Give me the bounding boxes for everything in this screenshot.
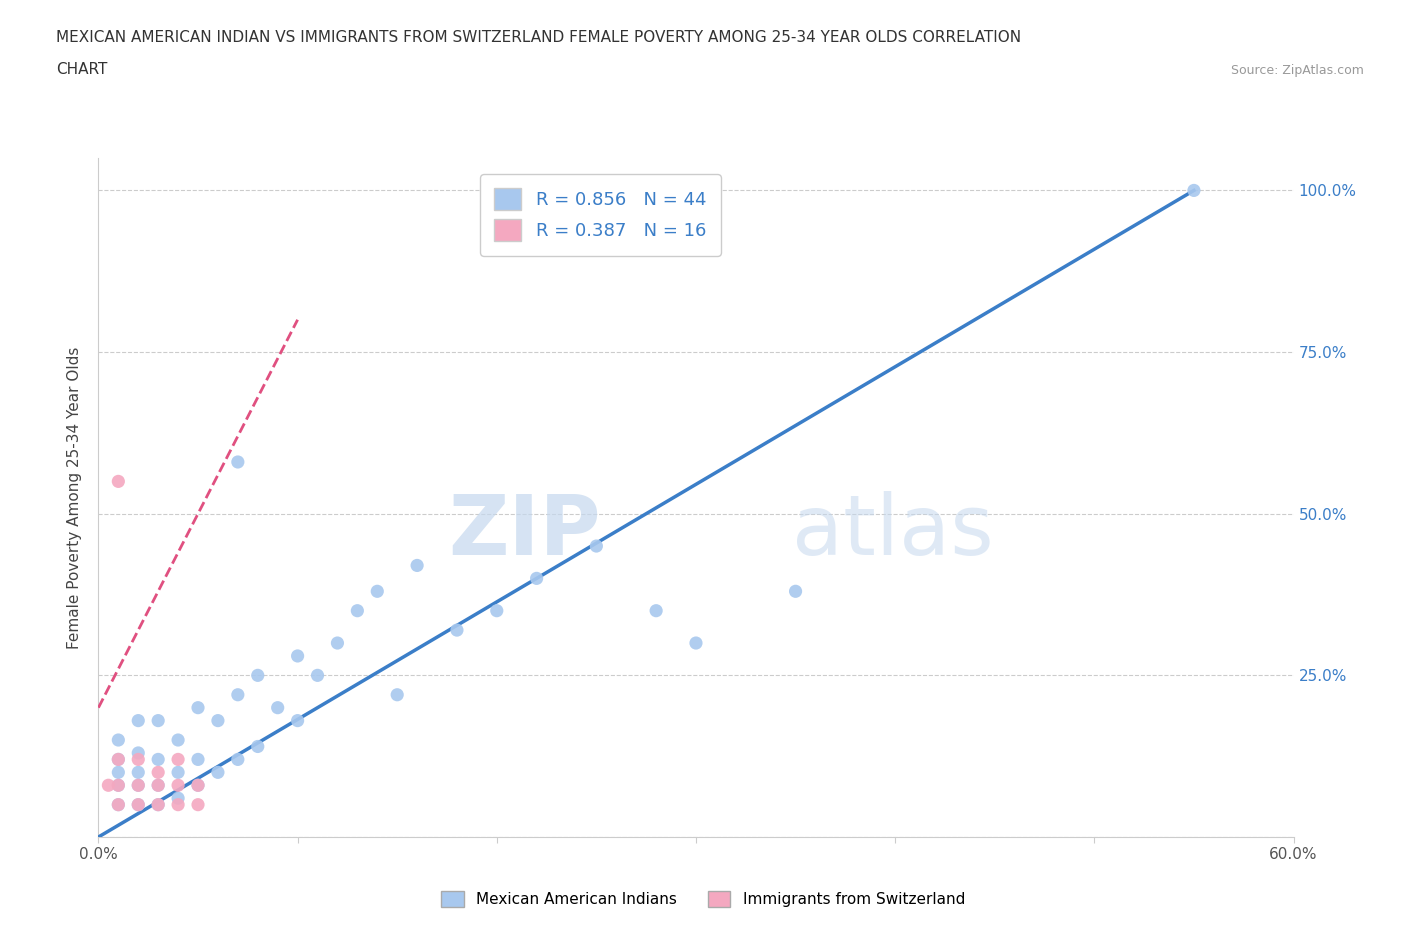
Point [167,777,190,792]
Y-axis label: Female Poverty Among 25-34 Year Olds: Female Poverty Among 25-34 Year Olds [67,346,83,649]
Point [585,538,607,553]
Point [127,797,149,812]
Point [307,668,329,683]
Point [187,797,209,812]
Point [107,474,129,489]
Point [226,455,249,470]
Legend: R = 0.856   N = 44, R = 0.387   N = 16: R = 0.856 N = 44, R = 0.387 N = 16 [479,174,721,256]
Point [287,648,309,663]
Point [485,604,508,618]
Point [148,777,170,792]
Point [685,635,707,650]
Point [287,713,309,728]
Point [326,635,349,650]
Point [107,777,129,792]
Point [645,604,668,618]
Point [346,604,368,618]
Point [246,668,269,683]
Point [107,797,129,812]
Point [107,752,129,767]
Point [167,733,190,748]
Point [107,733,129,748]
Point [267,700,290,715]
Point [107,752,129,767]
Point [148,797,170,812]
Point [207,713,229,728]
Point [127,777,149,792]
Point [167,790,190,805]
Point [148,797,170,812]
Text: MEXICAN AMERICAN INDIAN VS IMMIGRANTS FROM SWITZERLAND FEMALE POVERTY AMONG 25-3: MEXICAN AMERICAN INDIAN VS IMMIGRANTS FR… [56,30,1021,45]
Point [127,797,149,812]
Point [127,746,149,761]
Point [187,752,209,767]
Point [148,713,170,728]
Point [446,623,468,638]
Point [107,797,129,812]
Point [148,777,170,792]
Point [97,777,120,792]
Point [226,687,249,702]
Point [385,687,409,702]
Point [226,752,249,767]
Point [148,764,170,779]
Point [127,764,149,779]
Point [148,752,170,767]
Point [366,584,388,599]
Text: atlas: atlas [792,491,993,572]
Point [406,558,429,573]
Point [526,571,548,586]
Legend: Mexican American Indians, Immigrants from Switzerland: Mexican American Indians, Immigrants fro… [434,884,972,913]
Point [187,777,209,792]
Point [167,797,190,812]
Point [187,700,209,715]
Point [1182,183,1205,198]
Point [207,764,229,779]
Text: CHART: CHART [56,62,108,77]
Point [246,739,269,754]
Point [107,764,129,779]
Text: ZIP: ZIP [449,491,600,572]
Point [127,777,149,792]
Point [167,752,190,767]
Point [107,777,129,792]
Point [127,713,149,728]
Point [167,764,190,779]
Point [187,777,209,792]
Text: Source: ZipAtlas.com: Source: ZipAtlas.com [1230,64,1364,77]
Point [127,752,149,767]
Point [785,584,807,599]
